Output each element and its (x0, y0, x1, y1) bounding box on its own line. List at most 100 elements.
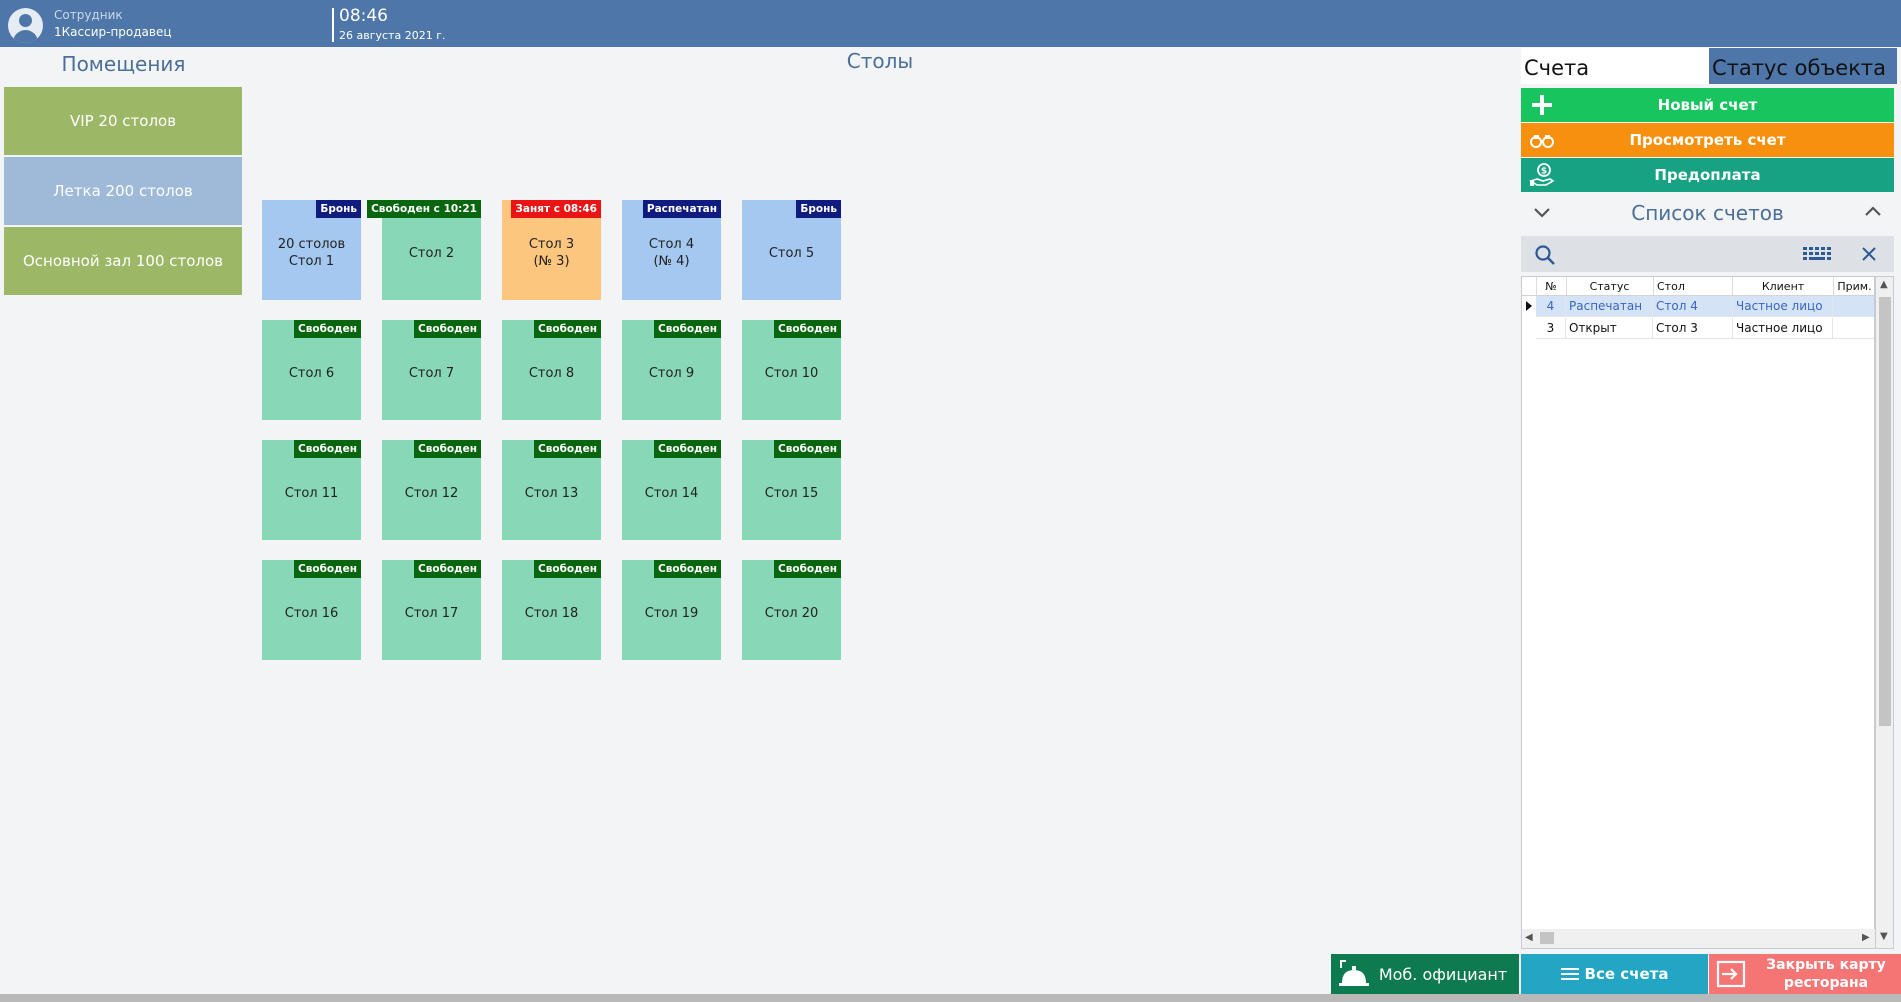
menu-icon (1560, 968, 1579, 980)
binoculars-icon (1530, 135, 1554, 148)
horizontal-scrollbar[interactable]: ◀ ▶ (1522, 929, 1875, 948)
table-tile[interactable]: Свободен Стол 7 (382, 320, 481, 420)
room-main-hall[interactable]: Основной зал 100 столов (4, 227, 242, 295)
table-tile[interactable]: Свободен Стол 13 (502, 440, 601, 540)
keyboard-icon[interactable] (1802, 246, 1834, 262)
table-tile[interactable]: Свободен Стол 18 (502, 560, 601, 660)
horizontal-scroll-thumb[interactable] (1540, 932, 1554, 944)
table-label: Стол 10 (764, 365, 819, 381)
tab-object-status[interactable]: Статус объекта (1709, 48, 1897, 84)
table-status-badge: Свободен (414, 320, 481, 338)
all-accounts-label: Все счета (1584, 965, 1669, 983)
chevron-down-icon[interactable] (1533, 206, 1551, 220)
row-selection-highlight (1536, 296, 1874, 317)
table-tile[interactable]: Свободен Стол 9 (622, 320, 721, 420)
vertical-scroll-thumb[interactable] (1879, 297, 1891, 726)
table-status-badge: Свободен (774, 320, 841, 338)
scroll-down-icon[interactable]: ▼ (1880, 931, 1888, 942)
table-tile[interactable]: Бронь Стол 5 (742, 200, 841, 300)
current-row-pointer-icon (1526, 301, 1532, 311)
table-sublabel: (№ 3) (533, 254, 570, 269)
table-tile[interactable]: Свободен Стол 20 (742, 560, 841, 660)
table-tile[interactable]: Свободен Стол 11 (262, 440, 361, 540)
prepayment-label: Предоплата (1654, 166, 1761, 184)
table-tile[interactable]: Свободен Стол 16 (262, 560, 361, 660)
row-indicator-header (1522, 277, 1537, 295)
cell-table: Стол 4 (1653, 296, 1733, 317)
room-vip[interactable]: VIP 20 столов (4, 87, 242, 155)
table-label: Стол 6 (288, 365, 335, 381)
table-tile[interactable]: Свободен Стол 19 (622, 560, 721, 660)
table-status-badge: Свободен (534, 560, 601, 578)
table-status-badge: Свободен (534, 440, 601, 458)
new-account-label: Новый счет (1657, 96, 1758, 114)
table-label: Стол 7 (408, 365, 455, 381)
prepayment-button[interactable]: $ Предоплата (1521, 158, 1894, 192)
table-status-badge: Свободен (654, 440, 721, 458)
scroll-up-icon[interactable]: ▲ (1880, 279, 1888, 290)
table-sublabel: Стол 1 (288, 254, 335, 269)
mobile-waiter-button[interactable]: Моб. официант (1331, 954, 1519, 994)
table-status-badge: Бронь (316, 200, 361, 218)
table-status-badge: Свободен (534, 320, 601, 338)
table-tile[interactable]: Свободен Стол 17 (382, 560, 481, 660)
column-header-table[interactable]: Стол (1653, 277, 1733, 295)
table-tile[interactable]: Свободен Стол 15 (742, 440, 841, 540)
table-tile[interactable]: Бронь 20 столов Стол 1 (262, 200, 361, 300)
table-row[interactable]: 4 Распечатан Стол 4 Частное лицо (1522, 296, 1874, 317)
service-bell-icon (1339, 960, 1369, 986)
cell-client: Частное лицо (1733, 296, 1833, 317)
view-account-label: Просмотреть счет (1629, 131, 1786, 149)
new-account-button[interactable]: Новый счет (1521, 88, 1894, 122)
room-letka[interactable]: Летка 200 столов (4, 157, 242, 225)
mobile-waiter-label: Моб. официант (1378, 964, 1508, 984)
view-account-button[interactable]: Просмотреть счет (1521, 123, 1894, 157)
column-header-status[interactable]: Статус (1566, 277, 1654, 295)
user-avatar-icon[interactable] (8, 8, 43, 43)
plus-icon (1532, 95, 1552, 115)
column-header-number[interactable]: № (1536, 277, 1567, 295)
search-icon[interactable] (1534, 244, 1556, 266)
tables-title: Столы (846, 49, 914, 73)
column-header-note[interactable]: Прим. (1833, 277, 1874, 295)
table-status-badge: Свободен (294, 440, 361, 458)
table-tile[interactable]: Свободен Стол 6 (262, 320, 361, 420)
chevron-up-icon[interactable] (1864, 204, 1882, 218)
scroll-left-icon[interactable]: ◀ (1525, 932, 1533, 943)
all-accounts-button[interactable]: Все счета (1521, 954, 1708, 994)
table-label: Стол 18 (524, 605, 579, 621)
close-map-label: Закрыть карту ресторана (1766, 957, 1886, 991)
scroll-right-icon[interactable]: ▶ (1862, 932, 1870, 943)
table-status-badge: Бронь (796, 200, 841, 218)
vertical-scrollbar[interactable]: ▲ ▼ (1875, 276, 1894, 949)
table-label: Стол 5 (768, 245, 815, 261)
table-tile[interactable]: Свободен Стол 10 (742, 320, 841, 420)
table-status-badge: Занят с 08:46 (511, 200, 601, 218)
accounts-table: № Статус Стол Клиент Прим. 4 Распечатан Ст… (1521, 276, 1875, 949)
close-map-button[interactable]: Закрыть карту ресторана (1709, 954, 1901, 994)
table-label: Стол 19 (644, 605, 699, 621)
table-label: Стол 20 (764, 605, 819, 621)
table-label: Стол 13 (524, 485, 579, 501)
tab-accounts[interactable]: Счета (1521, 48, 1709, 84)
table-label: Стол 9 (648, 365, 695, 381)
accounts-search-bar[interactable] (1521, 236, 1894, 272)
table-status-badge: Свободен (414, 440, 481, 458)
svg-text:$: $ (1541, 167, 1547, 177)
table-tile[interactable]: Свободен Стол 14 (622, 440, 721, 540)
table-row[interactable]: 3 Открыт Стол 3 Частное лицо (1522, 318, 1874, 339)
accounts-list-header: Список счетов (1521, 196, 1894, 232)
column-header-client[interactable]: Клиент (1733, 277, 1834, 295)
table-label: Стол 16 (284, 605, 339, 621)
table-tile[interactable]: Свободен с 10:21 Стол 2 (367, 200, 481, 300)
table-tile[interactable]: Свободен Стол 8 (502, 320, 601, 420)
table-tile[interactable]: Свободен Стол 12 (382, 440, 481, 540)
table-tile[interactable]: Занят с 08:46 Стол 3 (№ 3) (502, 200, 601, 300)
table-tile[interactable]: Распечатан Стол 4 (№ 4) (622, 200, 721, 300)
cell-num: 4 (1536, 296, 1566, 317)
money-hand-icon: $ (1529, 163, 1555, 186)
table-label: Стол 8 (528, 365, 575, 381)
rooms-title: Помещения (61, 52, 186, 76)
close-icon[interactable] (1861, 246, 1877, 262)
